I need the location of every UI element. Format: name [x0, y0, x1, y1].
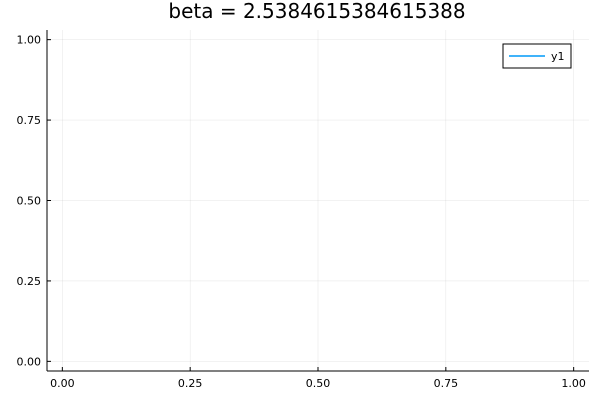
x-tick-label: 0.75: [434, 377, 459, 390]
y-tick-label: 1.00: [17, 34, 42, 47]
axes: [46, 30, 589, 372]
x-tick-label: 0.25: [178, 377, 203, 390]
legend: y1: [502, 43, 572, 69]
chart-title: beta = 2.5384615384615388: [168, 0, 465, 23]
legend-label: y1: [551, 50, 565, 63]
x-tick-label: 0.00: [50, 377, 75, 390]
y-tick-label: 0.25: [17, 275, 42, 288]
x-tick-label: 1.00: [561, 377, 586, 390]
tick-labels: 0.00 0.25 0.50 0.75 1.00 0.00 0.25 0.50 0.75 1.00: [17, 34, 586, 390]
y-tick-label: 0.50: [17, 195, 42, 208]
grid: [47, 30, 589, 371]
x-tick-label: 0.50: [306, 377, 331, 390]
y-tick-label: 0.00: [17, 355, 42, 368]
y-tick-label: 0.75: [17, 114, 42, 127]
